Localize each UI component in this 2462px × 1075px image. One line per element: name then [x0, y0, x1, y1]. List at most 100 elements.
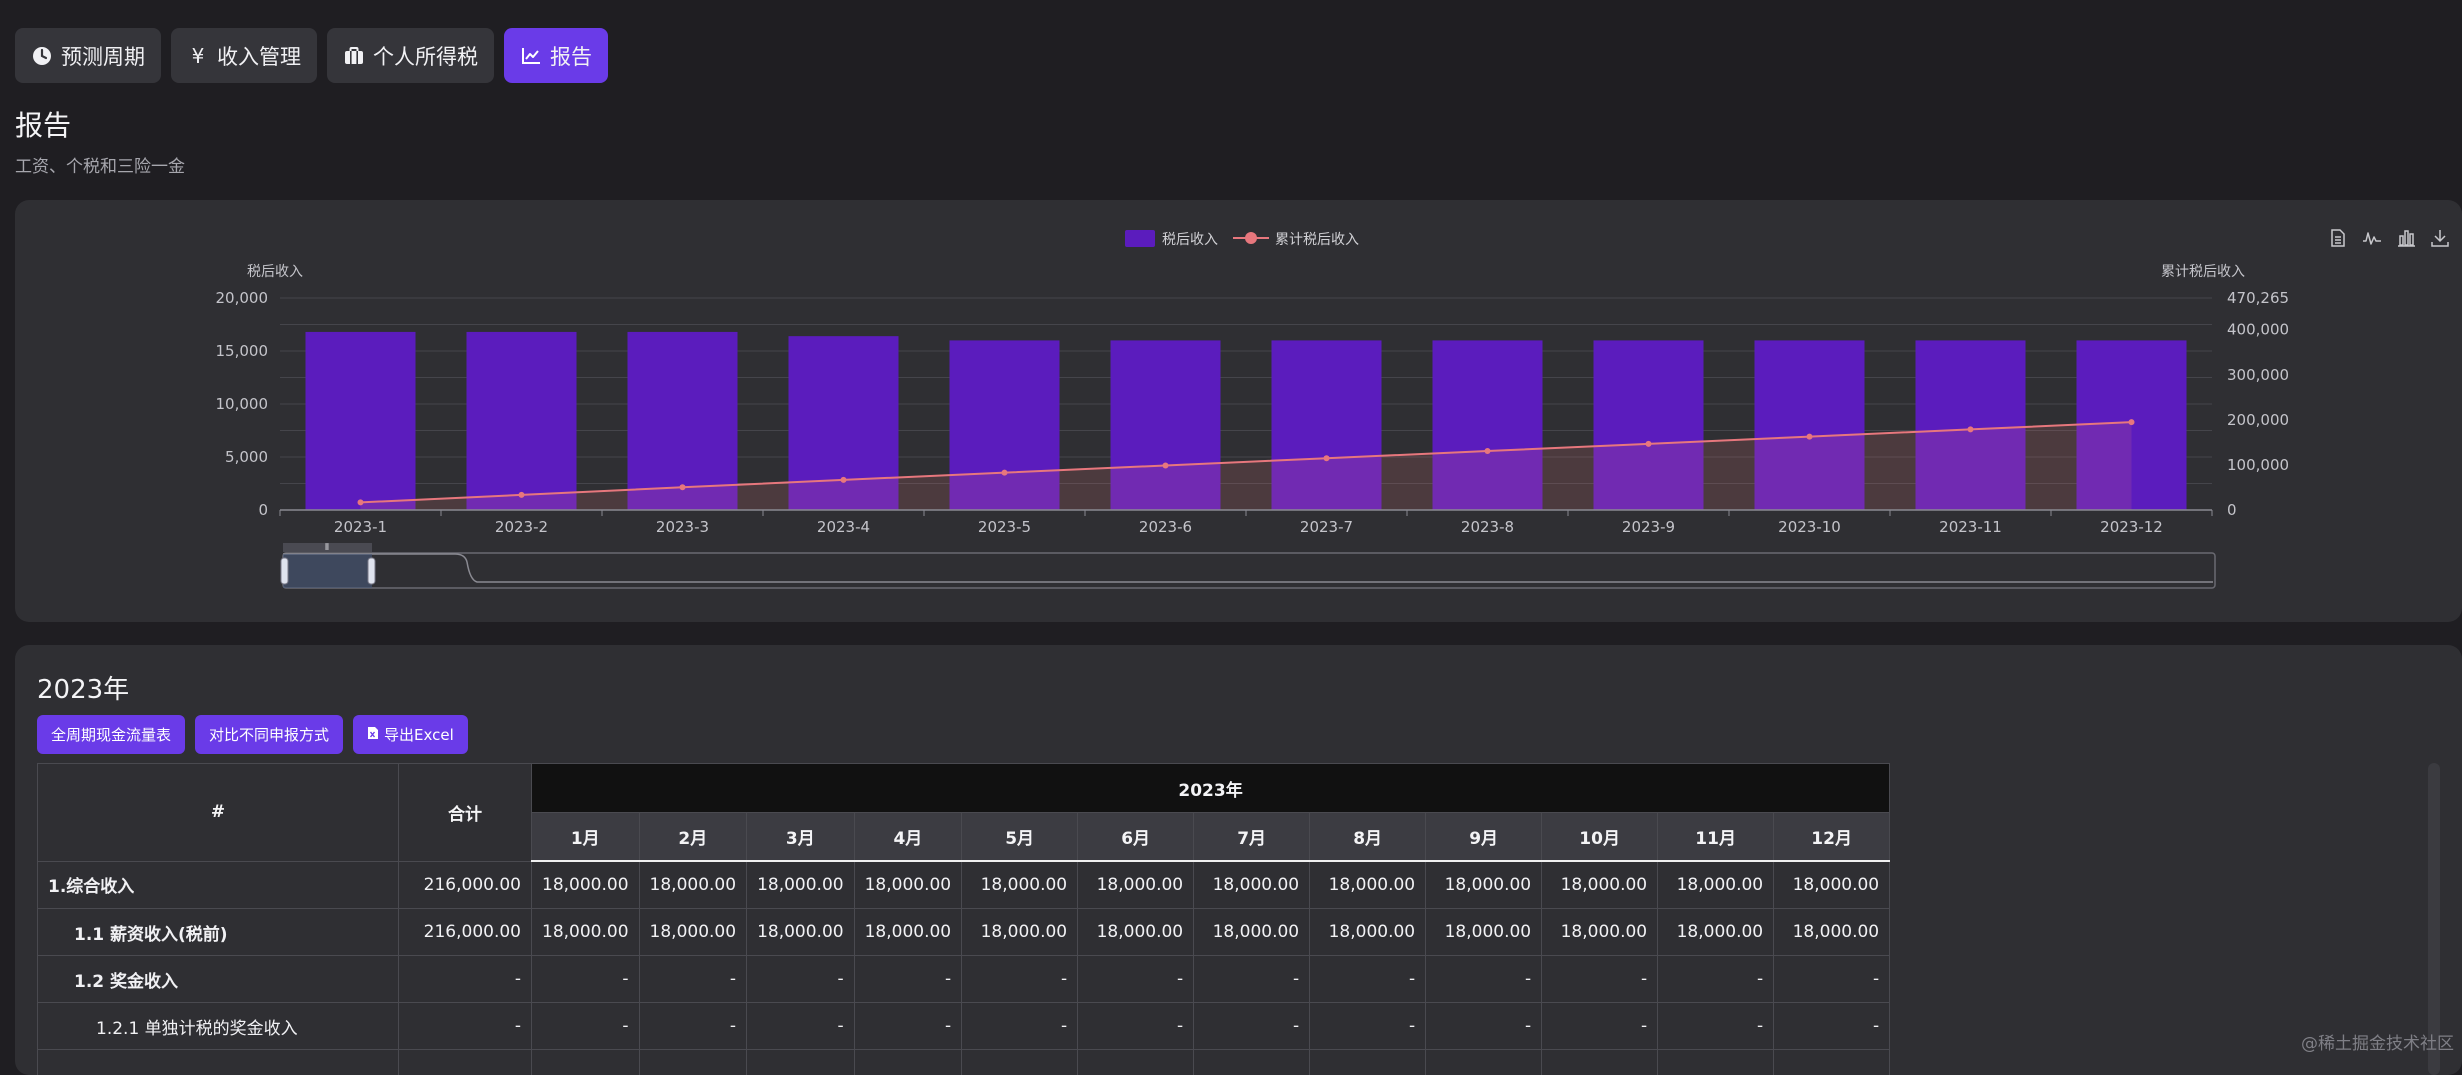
nav-label: 报告	[550, 41, 592, 71]
report-year-title: 2023年	[37, 669, 129, 706]
watermark: @稀土掘金技术社区	[2301, 1029, 2454, 1054]
line-point-2023-10[interactable]	[1807, 434, 1813, 440]
x-tick-label: 2023-7	[1300, 518, 1353, 536]
month-cell: -	[1078, 956, 1194, 1003]
month-cell: -	[854, 1003, 962, 1050]
month-cell: 18,000.00	[1658, 861, 1774, 909]
month-cell: 18,000.00	[1542, 909, 1658, 956]
nav-forecast-period[interactable]: 预测周期	[15, 28, 161, 83]
page-title: 报告	[15, 104, 71, 144]
page-subtitle: 工资、个税和三险一金	[15, 152, 185, 177]
zoom-handle-right[interactable]	[368, 558, 375, 584]
legend-label-bar: 税后收入	[1162, 232, 1218, 248]
bar-2023-2[interactable]	[467, 332, 577, 510]
zoom-window[interactable]	[283, 554, 372, 588]
month-header: 4月	[854, 813, 962, 862]
zoom-preview-line	[283, 554, 2213, 582]
cashflow-statement-button[interactable]: 全周期现金流量表	[37, 715, 185, 754]
y-right-tick-label: 100,000	[2227, 456, 2289, 474]
col-header-year: 2023年	[532, 764, 1890, 813]
line-area-fill	[361, 422, 2132, 510]
month-cell: 18,000.00	[1426, 909, 1542, 956]
month-cell: 18,000.00	[854, 861, 962, 909]
month-cell: 18,000.00	[1194, 909, 1310, 956]
col-header-total: 合计	[399, 764, 532, 862]
month-cell	[1310, 1050, 1426, 1075]
month-cell	[1774, 1050, 1890, 1075]
table-row	[38, 1050, 1890, 1075]
month-cell: -	[532, 1003, 640, 1050]
line-point-2023-6[interactable]	[1163, 462, 1169, 468]
y-right-tick-label: 470,265	[2227, 289, 2289, 307]
x-tick-label: 2023-10	[1778, 518, 1841, 536]
month-header: 10月	[1542, 813, 1658, 862]
month-cell: -	[1426, 1003, 1542, 1050]
line-point-2023-7[interactable]	[1324, 455, 1330, 461]
legend-marker	[1245, 232, 1257, 244]
nav-income-tax[interactable]: 个人所得税	[327, 28, 494, 83]
month-cell: -	[1774, 1003, 1890, 1050]
line-point-2023-5[interactable]	[1002, 470, 1008, 476]
nav-income-management[interactable]: ¥ 收入管理	[171, 28, 317, 83]
month-cell: -	[639, 956, 747, 1003]
month-cell	[639, 1050, 747, 1075]
month-cell: 18,000.00	[532, 909, 640, 956]
x-tick-label: 2023-1	[334, 518, 387, 536]
month-header: 8月	[1310, 813, 1426, 862]
line-point-2023-11[interactable]	[1968, 426, 1974, 432]
nav-label: 预测周期	[61, 41, 145, 71]
month-cell: -	[639, 1003, 747, 1050]
bar-2023-1[interactable]	[306, 332, 416, 510]
data-zoom-slider[interactable]: ⦀	[281, 543, 2215, 588]
month-cell	[747, 1050, 855, 1075]
compare-filing-button[interactable]: 对比不同申报方式	[195, 715, 343, 754]
revenue-chart: 税后收入 累计税后收入 税后收入 累计税后收入 2023-1 2023-2 2023…	[15, 200, 2462, 622]
month-cell: 18,000.00	[1658, 909, 1774, 956]
export-excel-button[interactable]: 导出Excel	[353, 715, 468, 754]
month-cell: 18,000.00	[854, 909, 962, 956]
y-right-tick-label: 200,000	[2227, 411, 2289, 429]
month-header: 11月	[1658, 813, 1774, 862]
month-header: 9月	[1426, 813, 1542, 862]
line-point-2023-8[interactable]	[1485, 448, 1491, 454]
table-row: 1.2.1 单独计税的奖金收入-------------	[38, 1003, 1890, 1050]
button-label: 全周期现金流量表	[51, 724, 171, 745]
line-point-2023-4[interactable]	[841, 477, 847, 483]
button-label: 对比不同申报方式	[209, 724, 329, 745]
line-point-2023-12[interactable]	[2129, 419, 2135, 425]
nav-report[interactable]: 报告	[504, 28, 608, 83]
zoom-handle-left[interactable]	[281, 558, 288, 584]
chart-legend[interactable]: 税后收入 累计税后收入	[1125, 230, 1359, 248]
line-point-2023-2[interactable]	[519, 492, 525, 498]
line-point-2023-3[interactable]	[680, 484, 686, 490]
month-cell: 18,000.00	[747, 909, 855, 956]
month-cell: 18,000.00	[1774, 909, 1890, 956]
bar-2023-3[interactable]	[628, 332, 738, 510]
y-axis-left-title: 税后收入	[247, 264, 303, 280]
y-left-tick-label: 20,000	[216, 289, 269, 307]
month-cell: -	[962, 1003, 1078, 1050]
yen-icon: ¥	[187, 45, 209, 67]
month-cell: 18,000.00	[639, 909, 747, 956]
month-header: 6月	[1078, 813, 1194, 862]
month-cell	[1194, 1050, 1310, 1075]
x-tick-label: 2023-6	[1139, 518, 1192, 536]
legend-label-line: 累计税后收入	[1275, 232, 1359, 248]
row-total	[399, 1050, 532, 1075]
month-cell: -	[1774, 956, 1890, 1003]
line-point-2023-9[interactable]	[1646, 441, 1652, 447]
month-cell: 18,000.00	[1078, 909, 1194, 956]
month-cell	[1658, 1050, 1774, 1075]
month-header: 2月	[639, 813, 747, 862]
x-tick-label: 2023-11	[1939, 518, 2002, 536]
row-label	[38, 1050, 399, 1075]
line-point-2023-1[interactable]	[358, 499, 364, 505]
month-cell: 18,000.00	[532, 861, 640, 909]
y-left-tick-label: 5,000	[225, 448, 268, 466]
month-cell: -	[1078, 1003, 1194, 1050]
x-tick-label: 2023-2	[495, 518, 548, 536]
